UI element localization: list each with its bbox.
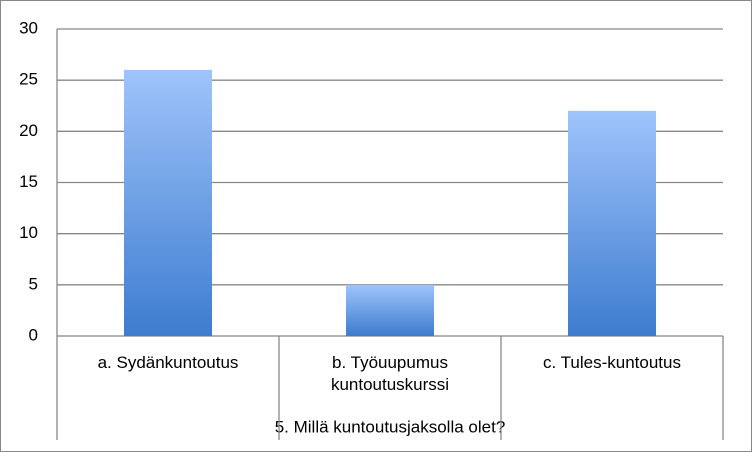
x-tick-label: c. Tules-kuntoutus [543,353,681,372]
y-tick-label: 0 [29,325,38,344]
bar [346,284,434,336]
y-tick-label: 25 [19,70,38,89]
x-tick-label: b. Työuupumus kuntoutuskurssi [330,353,450,394]
bar [124,69,212,336]
y-tick-label: 20 [19,121,38,140]
x-tick-label: a. Sydänkuntoutus [97,353,239,372]
y-tick-label: 15 [19,172,38,191]
y-tick-label: 30 [19,18,38,37]
bar [568,110,656,336]
x-axis-label: 5. Millä kuntoutusjaksolla olet? [275,417,506,436]
y-tick-label: 10 [19,223,38,242]
y-tick-label: 5 [29,274,38,293]
